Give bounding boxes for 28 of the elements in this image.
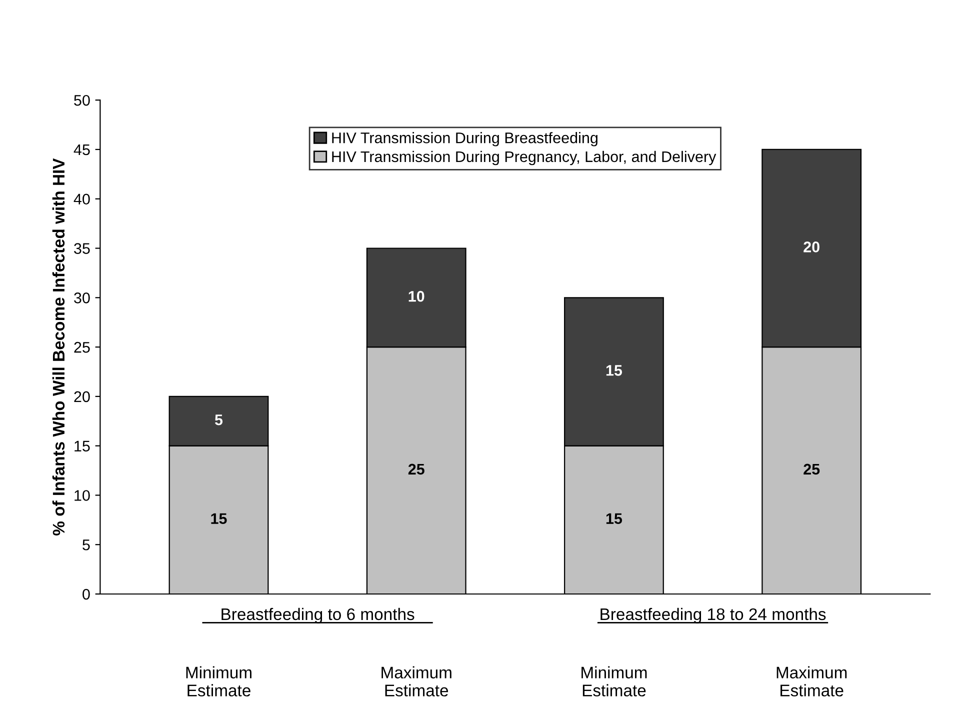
data-label: 20 <box>804 242 820 252</box>
y-tick-label: 50 <box>74 94 90 106</box>
data-label: 25 <box>408 464 424 475</box>
y-tick-label: 5 <box>82 540 90 550</box>
data-label: 5 <box>214 414 223 426</box>
y-tick-label: 10 <box>74 490 90 501</box>
data-label: 15 <box>211 513 227 524</box>
legend-label: HIV Transmission During Pregnancy, Labor, and Delivery <box>332 150 716 166</box>
y-tick-label: 25 <box>74 342 90 353</box>
data-label: 15 <box>606 365 622 376</box>
data-label: 15 <box>606 513 622 524</box>
y-axis-title: % of Infants Who Will Become Infected with HIV <box>52 158 65 536</box>
legend-label: HIV Transmission During Breastfeeding <box>332 132 598 146</box>
y-tick-label: 45 <box>74 144 90 156</box>
x-tick-label: Maximum Estimate <box>776 666 847 696</box>
y-tick-label: 15 <box>74 440 90 452</box>
y-tick-label: 40 <box>74 194 90 205</box>
y-tick-label: 30 <box>74 292 90 304</box>
data-label: 25 <box>804 464 820 475</box>
data-label: 10 <box>408 290 424 302</box>
x-tick-label: Minimum Estimate <box>582 666 647 696</box>
y-tick-label: 0 <box>82 588 90 600</box>
x-tick-label: Minimum Estimate <box>186 666 252 696</box>
y-tick-label: 35 <box>74 243 90 254</box>
text: Breastfeeding 18 to 24 months <box>600 608 826 624</box>
text: Breastfeeding to 6 months <box>222 608 414 624</box>
y-tick-label: 20 <box>74 391 90 402</box>
x-tick-label: Maximum Estimate <box>382 666 452 696</box>
